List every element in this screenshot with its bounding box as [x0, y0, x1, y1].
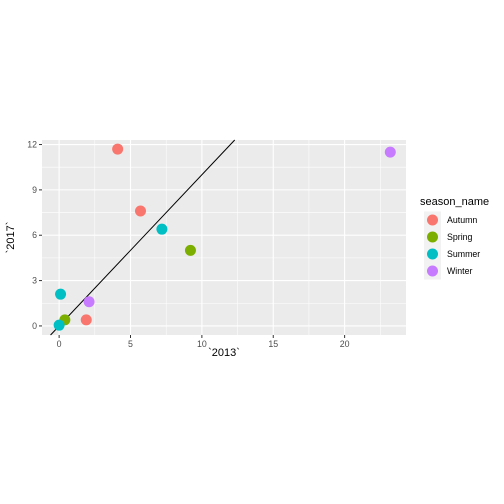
data-point-summer: [156, 223, 168, 235]
y-axis-title: `2017`: [5, 222, 17, 254]
legend: season_name Autumn Spring Summer Winter: [420, 196, 489, 280]
y-tick-label: 3: [32, 276, 37, 286]
x-tick-label: 5: [128, 339, 133, 349]
y-tick-label: 6: [32, 230, 37, 240]
data-point-summer: [53, 319, 65, 331]
legend-key-autumn: [427, 214, 438, 226]
legend-label-winter: Winter: [447, 266, 472, 276]
plot-panel: [42, 140, 406, 335]
legend-key-winter: [427, 265, 438, 277]
x-tick-label: 15: [268, 339, 278, 349]
y-tick-label: 0: [32, 321, 37, 331]
data-point-winter: [384, 146, 396, 158]
axes: 0 5 10 15 20 0 3 6 9 12: [27, 140, 349, 349]
reference-line-layer: [50, 139, 236, 336]
data-point-summer: [55, 288, 67, 300]
data-point-autumn: [80, 314, 92, 326]
points-layer: [53, 143, 396, 331]
y-tick-label: 9: [32, 185, 37, 195]
legend-label-autumn: Autumn: [447, 215, 477, 225]
grid-lines: [42, 140, 406, 335]
x-tick-label: 20: [340, 339, 350, 349]
data-point-spring: [184, 244, 196, 256]
legend-label-spring: Spring: [447, 232, 473, 242]
legend-key-spring: [427, 231, 438, 243]
data-point-winter: [83, 296, 95, 308]
x-axis-title: `2013`: [208, 347, 240, 359]
x-tick-label: 10: [197, 339, 207, 349]
x-tick-label: 0: [57, 339, 62, 349]
legend-label-summer: Summer: [447, 249, 480, 259]
legend-title: season_name: [420, 196, 489, 208]
identity-reference-line: [50, 139, 236, 336]
legend-key-summer: [427, 248, 438, 260]
y-tick-label: 12: [27, 140, 37, 150]
data-point-autumn: [112, 143, 124, 155]
data-point-autumn: [134, 205, 146, 217]
